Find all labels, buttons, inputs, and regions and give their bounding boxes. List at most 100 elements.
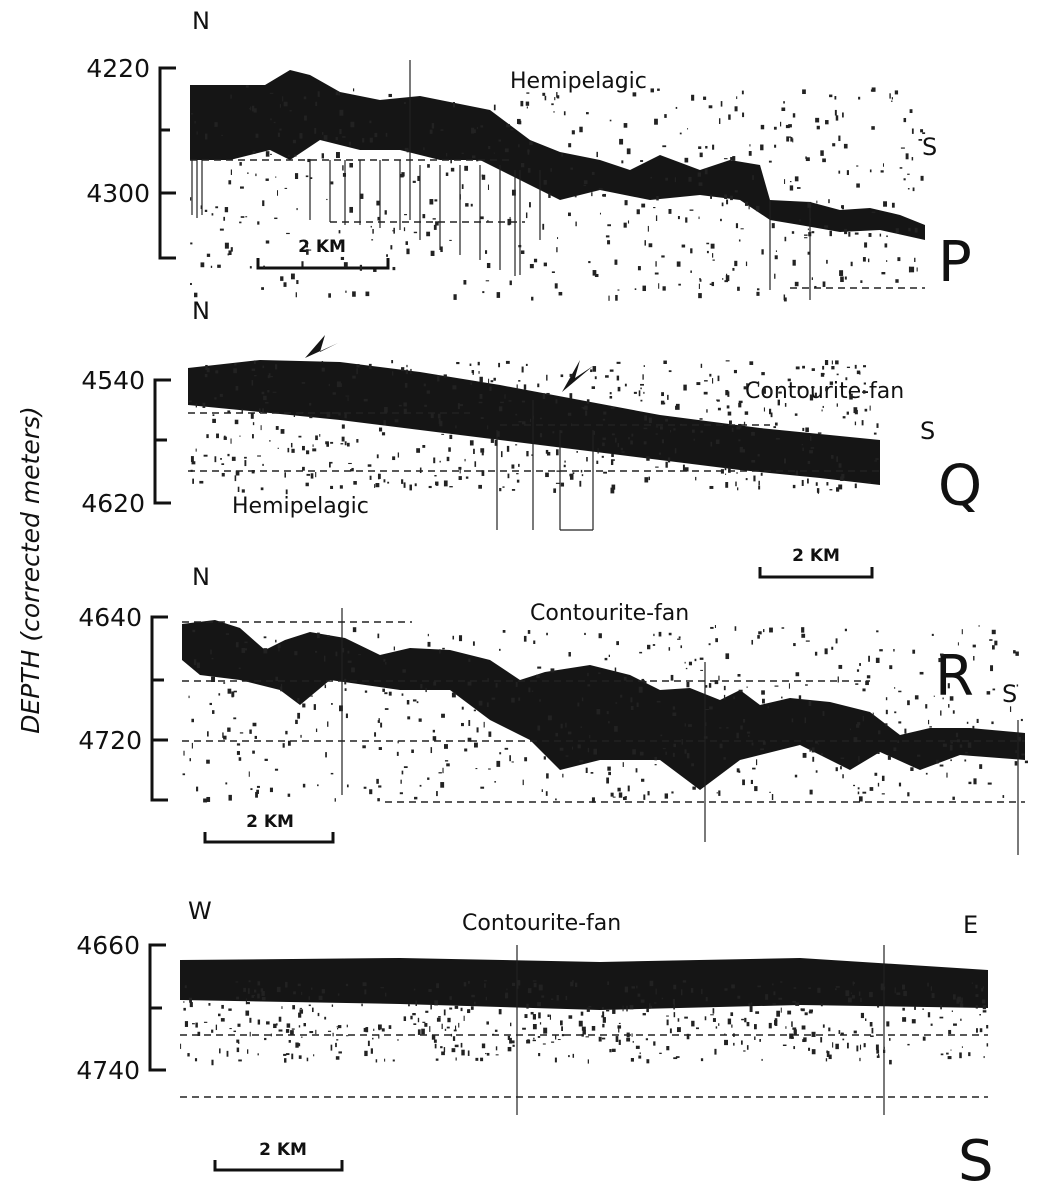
- speckle: [858, 96, 861, 100]
- speckle: [511, 761, 514, 763]
- speckle: [723, 694, 726, 700]
- speckle: [309, 695, 313, 697]
- speckle: [822, 405, 824, 408]
- speckle: [692, 786, 696, 790]
- speckle: [547, 715, 552, 721]
- speckle: [712, 378, 714, 384]
- speckle: [738, 770, 741, 773]
- speckle: [499, 648, 501, 651]
- speckle: [793, 1046, 796, 1050]
- speckle: [273, 121, 276, 124]
- speckle: [634, 288, 637, 291]
- speckle: [801, 1025, 806, 1030]
- speckle: [504, 394, 506, 399]
- speckle: [516, 983, 519, 989]
- panel-q: N S 4540 4620 Contourite-fan Hemipelagic…: [81, 297, 982, 579]
- speckle: [449, 434, 453, 440]
- speckle: [516, 473, 519, 475]
- speckle: [369, 120, 372, 124]
- speckle: [490, 438, 494, 443]
- speckle: [654, 764, 657, 766]
- speckle: [280, 686, 283, 692]
- speckle: [352, 88, 355, 92]
- speckle: [226, 1050, 229, 1057]
- speckle: [581, 697, 584, 702]
- speckle: [822, 711, 825, 717]
- speckle: [661, 392, 664, 397]
- speckle: [368, 363, 372, 370]
- speckle: [248, 108, 251, 110]
- speckle: [911, 157, 914, 161]
- speckle: [463, 1015, 465, 1021]
- speckle: [907, 1043, 910, 1046]
- speckle: [838, 664, 843, 669]
- speckle: [546, 374, 548, 381]
- speckle: [505, 360, 510, 364]
- speckle: [298, 435, 302, 438]
- speckle: [554, 283, 558, 289]
- speckle: [422, 1021, 426, 1023]
- speckle: [801, 1008, 805, 1012]
- speckle: [520, 100, 524, 107]
- speckle: [979, 1014, 981, 1016]
- speckle: [525, 101, 530, 106]
- speckle: [607, 721, 610, 724]
- speckle: [946, 772, 948, 778]
- speckle: [688, 661, 693, 666]
- speckle: [234, 419, 239, 425]
- speckle: [887, 755, 891, 760]
- speckle: [328, 383, 330, 387]
- speckle: [404, 147, 409, 151]
- speckle: [332, 392, 336, 395]
- direction: S: [922, 133, 937, 161]
- speckle: [273, 1023, 277, 1029]
- speckle: [709, 373, 712, 377]
- speckle: [310, 473, 314, 479]
- speckle: [458, 476, 462, 480]
- speckle: [346, 1024, 348, 1028]
- speckle: [596, 708, 601, 715]
- speckle: [217, 1013, 221, 1017]
- speckle: [801, 444, 803, 446]
- speckle: [925, 772, 928, 775]
- speckle: [947, 1056, 952, 1060]
- speckle: [539, 699, 541, 702]
- speckle: [794, 774, 798, 778]
- speckle: [498, 1009, 502, 1015]
- speckle: [437, 375, 440, 382]
- speckle: [820, 372, 825, 377]
- speckle: [761, 698, 765, 704]
- speckle: [781, 107, 786, 112]
- speckle: [452, 385, 457, 390]
- speckle: [449, 996, 452, 1000]
- speckle: [856, 165, 859, 167]
- speckle: [297, 983, 301, 987]
- speckle: [1009, 706, 1012, 712]
- speckle: [820, 388, 822, 394]
- speckle: [487, 220, 489, 223]
- speckle: [648, 476, 651, 481]
- speckle: [561, 1034, 565, 1037]
- speckle: [749, 144, 751, 147]
- speckle: [853, 784, 856, 787]
- speckle: [195, 403, 197, 408]
- speckle: [254, 374, 257, 377]
- speckle: [862, 365, 867, 368]
- speckle: [211, 1029, 214, 1033]
- speckle: [658, 631, 662, 637]
- speckle: [557, 237, 559, 240]
- speckle: [531, 454, 533, 456]
- speckle: [609, 1049, 612, 1053]
- speckle: [435, 482, 439, 486]
- speckle: [972, 725, 975, 730]
- speckle: [274, 768, 279, 771]
- speckle: [195, 448, 197, 452]
- speckle: [349, 206, 354, 213]
- speckle: [330, 772, 334, 775]
- depth-tick: 4660: [76, 931, 140, 960]
- speckle: [829, 94, 833, 98]
- speckle: [432, 729, 436, 733]
- speckle: [256, 789, 259, 794]
- speckle: [332, 1032, 334, 1037]
- speckle: [678, 283, 681, 286]
